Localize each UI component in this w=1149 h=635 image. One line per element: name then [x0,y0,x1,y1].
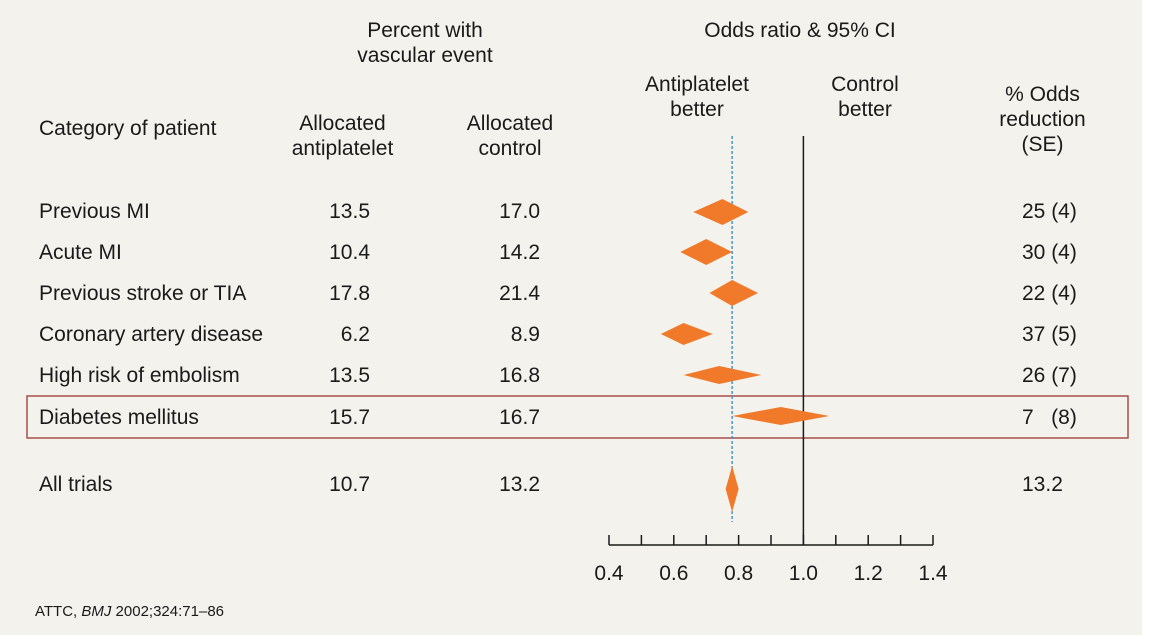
citation: ATTC, BMJ 2002;324:71–86 [35,603,224,620]
x-tick-label: 0.4 [594,562,624,585]
row-odds-reduction: 37 (5) [1022,323,1077,346]
odds-ratio-diamond [732,407,830,425]
odds-ratio-diamond [725,466,739,512]
row-odds-reduction: 25 (4) [1022,200,1077,223]
row-odds-reduction: 30 (4) [1022,241,1077,264]
citation-prefix: ATTC, [35,603,82,620]
antiplatelet-header-line2: antiplatelet [291,137,394,160]
row-antiplatelet-value: 13.5 [329,364,370,387]
row-control-value: 13.2 [499,473,540,496]
control-better-line2: better [838,98,892,121]
odds-ratio-diamond [693,199,749,225]
category-header: Category of patient [39,117,217,140]
row-category: Diabetes mellitus [39,406,199,429]
row-category: High risk of embolism [39,364,240,387]
row-odds-reduction: 13.2 [1022,473,1063,496]
percent-header-line2: vascular event [357,44,493,67]
control-better-label: Control better [800,72,930,122]
citation-suffix: 2002;324:71–86 [111,603,225,620]
row-antiplatelet-value: 17.8 [329,282,370,305]
control-header-line1: Allocated [466,112,554,135]
control-header-line2: control [478,137,542,160]
row-odds-reduction: 26 (7) [1022,364,1077,387]
odds-ratio-diamond [709,280,759,306]
row-control-value: 16.7 [499,406,540,429]
odds-ratio-diamond [680,239,733,265]
odds-reduction-header: % Odds reduction (SE) [975,82,1110,157]
row-antiplatelet-value: 10.7 [329,473,370,496]
highlight-box [26,395,1129,439]
control-header: Allocated control [445,111,575,161]
percent-header: Percent with vascular event [320,18,530,68]
x-tick-label: 0.6 [659,562,688,585]
row-control-value: 17.0 [499,200,540,223]
row-antiplatelet-value: 13.5 [329,200,370,223]
row-antiplatelet-value: 6.2 [340,323,370,346]
row-category: Coronary artery disease [39,323,264,346]
odds-reduction-header-line1: % Odds [1005,83,1080,106]
row-antiplatelet-value: 15.7 [329,406,370,429]
x-tick-label: 1.2 [854,562,883,585]
odds-reduction-header-line3: (SE) [1021,133,1064,156]
percent-header-line1: Percent with [367,19,483,42]
x-tick-label: 0.8 [724,562,753,585]
antiplatelet-better-label: Antiplatelet better [622,72,772,122]
odds-ratio-diamond [660,323,713,345]
row-control-value: 8.9 [510,323,540,346]
antiplatelet-better-line2: better [670,98,724,121]
row-category: Acute MI [39,241,122,264]
x-tick-label: 1.4 [918,562,948,585]
row-control-value: 14.2 [499,241,540,264]
odds-ratio-diamond [683,366,762,384]
row-odds-reduction: 22 (4) [1022,282,1077,305]
odds-reduction-header-line2: reduction [999,108,1086,131]
odds-ratio-title: Odds ratio & 95% CI [704,19,896,42]
row-antiplatelet-value: 10.4 [329,241,370,264]
row-category: All trials [39,473,113,496]
control-better-line1: Control [831,73,899,96]
antiplatelet-better-line1: Antiplatelet [645,73,749,96]
antiplatelet-header: Allocated antiplatelet [270,111,415,161]
row-category: Previous MI [39,200,150,223]
antiplatelet-header-line1: Allocated [299,112,386,135]
citation-journal: BMJ [81,603,112,620]
row-category: Previous stroke or TIA [39,282,247,305]
x-tick-label: 1.0 [789,562,818,585]
row-control-value: 16.8 [499,364,540,387]
row-control-value: 21.4 [499,282,540,305]
row-odds-reduction: 7 (8) [1022,406,1077,429]
